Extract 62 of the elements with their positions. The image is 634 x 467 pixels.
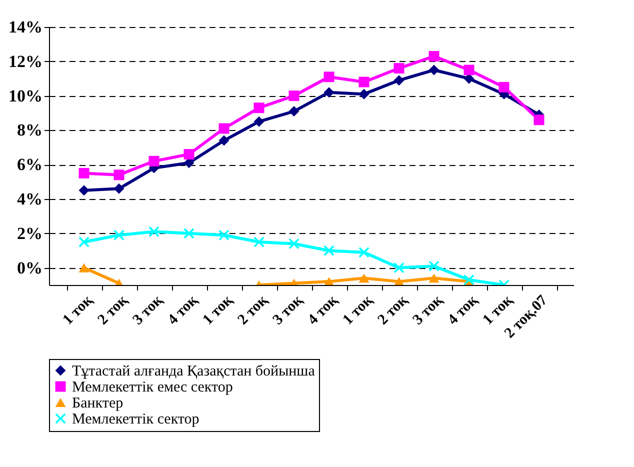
- point: [464, 64, 474, 76]
- point: [218, 123, 230, 134]
- x-tick-label: 2 тоқ: [375, 292, 412, 328]
- point: [254, 236, 264, 248]
- y-tick-label: 10%: [8, 86, 42, 106]
- point: [324, 72, 334, 82]
- point: [324, 87, 334, 98]
- point: [428, 50, 440, 62]
- point: [394, 63, 404, 74]
- y-tick-label: 8%: [17, 120, 42, 140]
- point: [288, 106, 300, 117]
- legend-label: Тұтастай алғанда Қазақстан бойынша: [72, 364, 316, 380]
- point: [358, 76, 370, 88]
- point: [358, 247, 370, 258]
- point: [498, 82, 510, 92]
- point: [148, 156, 160, 166]
- point: [114, 183, 124, 194]
- y-tick-label: 12%: [8, 52, 42, 71]
- x-tick-label: 4 тоқ: [445, 292, 482, 328]
- x-tick-label: 1 тоқ: [200, 292, 236, 328]
- x-tick-label: 3 тоқ: [130, 292, 166, 328]
- point: [114, 230, 124, 240]
- y-tick-label: 4%: [17, 190, 42, 208]
- point: [288, 90, 300, 102]
- point: [78, 185, 90, 196]
- y-tick-label: 14%: [8, 18, 42, 36]
- point: [324, 245, 334, 256]
- point: [394, 75, 404, 86]
- y-tick-label: 0%: [17, 258, 42, 278]
- point: [428, 274, 440, 283]
- point: [288, 238, 300, 249]
- point: [464, 274, 474, 285]
- point: [254, 116, 264, 127]
- x-tick-label: 2 тоқ: [95, 292, 132, 328]
- x-tick-label: 3 тоқ: [270, 292, 306, 328]
- point: [184, 228, 194, 239]
- y-tick-label: 6%: [17, 155, 42, 174]
- point: [358, 88, 370, 100]
- point: [358, 274, 370, 283]
- legend-label: Мемлекеттік сектор: [72, 412, 200, 428]
- point: [184, 149, 194, 160]
- x-tick-label: 4 тоқ: [305, 292, 342, 328]
- point: [78, 236, 90, 248]
- legend-label: Мемлекеттік емес сектор: [72, 380, 233, 396]
- x-tick-label: 3 тоқ: [410, 292, 446, 328]
- point: [428, 64, 440, 76]
- point: [78, 263, 90, 272]
- x-tick-label: 1 тоқ: [60, 292, 96, 328]
- point: [218, 135, 230, 146]
- x-tick-label: 2 тоқ: [235, 292, 272, 328]
- y-tick-label: 2%: [17, 224, 42, 243]
- point: [114, 170, 124, 180]
- point: [534, 114, 544, 126]
- point: [254, 102, 264, 114]
- point: [78, 168, 90, 178]
- point: [394, 262, 404, 274]
- x-tick-label: 1 тоқ: [340, 292, 376, 328]
- x-tick-label: 4 тоқ: [165, 292, 202, 328]
- point: [218, 230, 230, 240]
- legend-label: Банктер: [72, 396, 124, 412]
- point: [148, 226, 160, 237]
- point: [428, 260, 440, 272]
